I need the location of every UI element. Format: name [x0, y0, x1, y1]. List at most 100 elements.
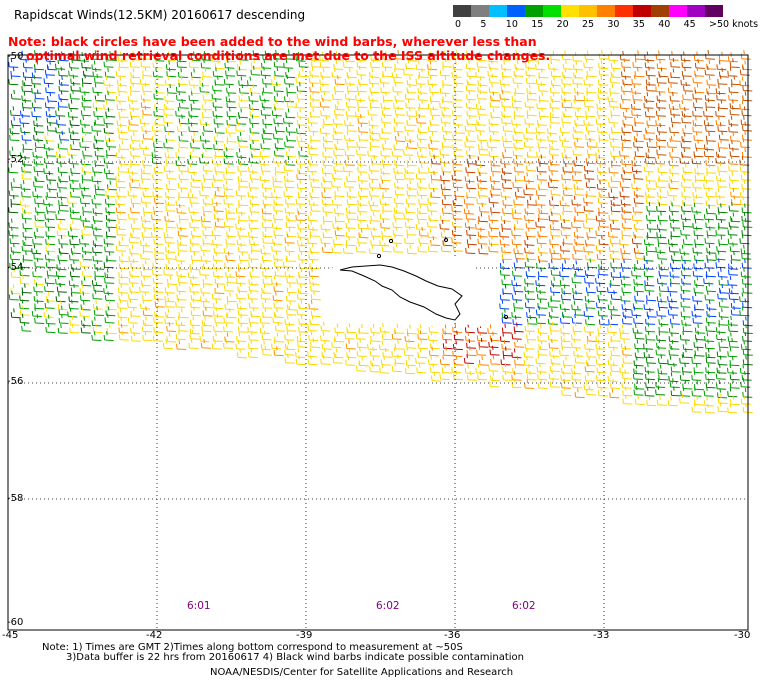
- wind-barb: [94, 115, 105, 126]
- wind-barb: [22, 228, 33, 238]
- wind-barb: [322, 139, 333, 149]
- wind-barb: [274, 66, 285, 77]
- wind-barb: [524, 322, 535, 332]
- wind-barb: [152, 258, 163, 269]
- wind-barb: [164, 75, 175, 86]
- wind-barb: [346, 68, 357, 79]
- wind-barb: [717, 177, 728, 188]
- wind-barb: [478, 212, 489, 223]
- legend-swatch: [615, 5, 633, 17]
- wind-barb: [80, 106, 91, 117]
- wind-barb: [298, 268, 309, 278]
- wind-barb: [586, 332, 597, 342]
- wind-barb: [370, 227, 381, 237]
- pass-time-label: 6:02: [512, 600, 536, 612]
- wind-barb: [34, 138, 45, 149]
- wind-barb: [356, 145, 367, 156]
- wind-barb: [598, 217, 609, 228]
- wind-barb: [644, 123, 655, 134]
- wind-barb: [478, 145, 489, 156]
- wind-barb: [621, 300, 632, 311]
- wind-barb: [610, 147, 621, 158]
- wind-barb: [117, 210, 128, 221]
- wind-barb: [477, 186, 488, 197]
- wind-barb: [633, 138, 644, 148]
- wind-barb: [549, 321, 560, 332]
- wind-barb: [247, 348, 258, 358]
- wind-barb: [202, 275, 213, 285]
- wind-barb: [80, 211, 91, 222]
- wind-barb: [595, 211, 606, 222]
- wind-barb: [669, 123, 680, 134]
- wind-barb: [511, 204, 522, 214]
- wind-barb: [9, 146, 20, 157]
- wind-barb: [548, 211, 559, 222]
- wind-barb: [417, 330, 428, 340]
- wind-barb: [705, 348, 716, 359]
- wind-barb: [46, 188, 57, 199]
- wind-barb: [501, 275, 512, 286]
- wind-barb: [694, 66, 705, 77]
- latitude-label: -52: [7, 154, 24, 165]
- wind-barb: [273, 346, 284, 357]
- wind-barb: [307, 162, 318, 173]
- wind-barb: [621, 203, 632, 213]
- legend-swatch: [525, 5, 543, 17]
- wind-barb: [523, 185, 534, 196]
- wind-barb: [357, 98, 368, 109]
- wind-barb: [657, 195, 668, 206]
- wind-barb: [692, 314, 703, 324]
- wind-barb: [418, 99, 429, 110]
- wind-barb: [610, 156, 621, 167]
- wind-barb: [308, 122, 319, 133]
- wind-barb: [285, 147, 296, 158]
- wind-barb: [223, 217, 234, 228]
- wind-barb: [502, 284, 513, 295]
- wind-barb: [705, 122, 716, 133]
- wind-barb: [610, 219, 621, 230]
- wind-barb: [273, 129, 284, 140]
- wind-barb: [490, 186, 501, 196]
- wind-barb: [44, 282, 55, 293]
- wind-barb: [440, 228, 451, 239]
- wind-barb: [406, 338, 417, 349]
- wind-barb: [237, 108, 248, 119]
- wind-barb: [488, 83, 499, 94]
- wind-barb: [692, 107, 703, 117]
- wind-barb: [610, 202, 621, 213]
- wind-barb: [731, 75, 742, 86]
- wind-barb: [369, 346, 380, 357]
- wind-barb: [718, 338, 729, 349]
- wind-barb: [488, 227, 499, 238]
- wind-barb: [705, 313, 716, 324]
- wind-barb: [33, 123, 44, 133]
- wind-barb: [741, 179, 752, 190]
- wind-barb: [391, 330, 402, 340]
- wind-barb: [706, 75, 717, 86]
- wind-barb: [104, 291, 115, 302]
- wind-barb: [499, 290, 510, 301]
- wind-barb: [488, 338, 499, 348]
- wind-barb: [283, 187, 294, 198]
- wind-barb: [116, 116, 127, 127]
- longitude-label: -39: [296, 630, 313, 641]
- wind-barb: [69, 203, 80, 214]
- wind-barb: [92, 163, 103, 173]
- wind-barb: [91, 276, 102, 287]
- wind-barb: [466, 154, 477, 165]
- wind-barb: [741, 212, 752, 222]
- wind-barb: [634, 329, 645, 340]
- legend-swatch: [597, 5, 615, 17]
- wind-barb: [79, 307, 90, 317]
- wind-barb: [22, 68, 33, 79]
- wind-barb: [607, 356, 618, 366]
- wind-barb: [643, 98, 654, 109]
- wind-barb: [598, 75, 609, 86]
- wind-barb: [667, 396, 678, 407]
- wind-barb: [535, 354, 546, 365]
- wind-barb: [249, 114, 260, 125]
- wind-barb: [10, 116, 21, 127]
- wind-barb: [308, 250, 319, 261]
- wind-barb: [416, 210, 427, 221]
- wind-barb: [417, 91, 428, 101]
